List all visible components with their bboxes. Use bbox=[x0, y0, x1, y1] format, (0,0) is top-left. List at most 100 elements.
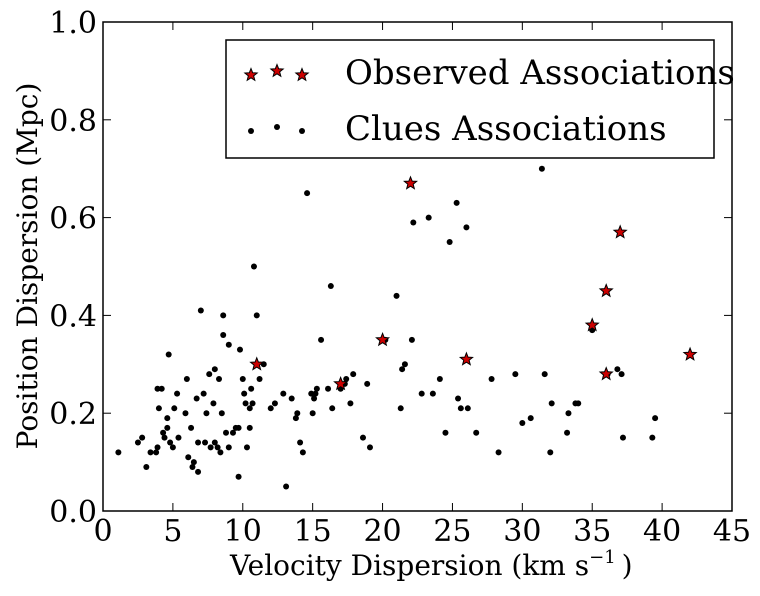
clues-point bbox=[446, 239, 453, 246]
clues-point bbox=[304, 190, 311, 197]
clues-point bbox=[217, 449, 224, 456]
clues-point bbox=[195, 468, 202, 475]
clues-point bbox=[218, 410, 225, 417]
clues-point bbox=[283, 483, 290, 490]
clues-point bbox=[495, 449, 502, 456]
clues-point bbox=[473, 429, 480, 436]
clues-point bbox=[256, 375, 263, 382]
clues-point bbox=[649, 434, 656, 441]
clues-point bbox=[312, 390, 319, 397]
clues-point bbox=[248, 385, 255, 392]
clues-point bbox=[182, 410, 189, 417]
y-tick-labels: 0.0 0.2 0.4 0.6 0.8 1.0 bbox=[49, 6, 97, 530]
clues-point bbox=[220, 331, 227, 338]
x-tick-label: 5 bbox=[163, 514, 182, 549]
clues-point bbox=[169, 444, 176, 451]
clues-point bbox=[220, 312, 227, 319]
legend-dot-marker bbox=[274, 124, 280, 130]
clues-point bbox=[253, 312, 260, 319]
clues-point bbox=[139, 434, 146, 441]
legend-star-marker bbox=[269, 63, 285, 78]
clues-point bbox=[183, 375, 190, 382]
y-axis-label: Position Dispersion (Mpc) bbox=[11, 83, 44, 450]
y-tick-label: 0.4 bbox=[49, 299, 97, 334]
clues-point bbox=[241, 390, 248, 397]
observed-point bbox=[598, 366, 614, 381]
y-tick-label: 0.8 bbox=[49, 104, 97, 139]
clues-point bbox=[519, 419, 526, 426]
clues-point bbox=[249, 400, 256, 407]
x-axis-label-main: Velocity Dispersion (km s bbox=[229, 549, 589, 582]
axis-ticks bbox=[102, 21, 733, 512]
clues-point bbox=[512, 371, 519, 378]
observed-point bbox=[612, 224, 628, 239]
clues-point bbox=[164, 415, 171, 422]
clues-point bbox=[115, 449, 122, 456]
x-tick-label: 30 bbox=[503, 514, 541, 549]
clues-point bbox=[167, 439, 174, 446]
observed-point bbox=[375, 331, 391, 347]
clues-point bbox=[161, 434, 168, 441]
legend: Observed Associations Clues Associations bbox=[225, 39, 735, 159]
clues-point bbox=[236, 346, 243, 353]
x-tick-label: 35 bbox=[573, 514, 611, 549]
x-axis-label: Velocity Dispersion (km s−1) bbox=[229, 547, 633, 582]
clues-point bbox=[188, 424, 195, 431]
clues-point bbox=[246, 405, 253, 412]
legend-star-marker bbox=[294, 67, 310, 82]
observed-point bbox=[584, 317, 600, 332]
clues-point bbox=[527, 415, 534, 422]
clues-point bbox=[203, 410, 210, 417]
clues-point bbox=[619, 434, 626, 441]
clues-point bbox=[158, 385, 165, 392]
clues-point bbox=[401, 361, 408, 368]
clues-point bbox=[418, 390, 425, 397]
clues-point bbox=[200, 390, 207, 397]
clues-point bbox=[185, 454, 192, 461]
clues-point bbox=[250, 263, 257, 270]
clues-point bbox=[343, 375, 350, 382]
legend-markers bbox=[243, 63, 310, 134]
x-axis-label-sup: −1 bbox=[589, 547, 616, 568]
x-tick-label: 15 bbox=[294, 514, 332, 549]
clues-point bbox=[225, 341, 232, 348]
clues-point bbox=[153, 449, 160, 456]
clues-point bbox=[288, 395, 295, 402]
clues-point bbox=[397, 405, 404, 412]
observed-point bbox=[598, 283, 614, 298]
clues-point bbox=[565, 410, 572, 417]
clues-point bbox=[246, 424, 253, 431]
clues-point bbox=[359, 434, 366, 441]
clues-point bbox=[147, 449, 154, 456]
clues-point bbox=[143, 463, 150, 470]
clues-point bbox=[488, 375, 495, 382]
legend-star-marker bbox=[243, 67, 259, 82]
clues-point bbox=[309, 410, 316, 417]
clues-point bbox=[318, 336, 325, 343]
clues-point bbox=[193, 395, 200, 402]
observed-point bbox=[682, 346, 698, 361]
clues-point bbox=[174, 390, 181, 397]
legend-dot-marker bbox=[299, 128, 305, 134]
x-tick-label: 25 bbox=[433, 514, 471, 549]
clues-point bbox=[453, 199, 460, 206]
clues-point bbox=[243, 444, 250, 451]
clues-point bbox=[171, 405, 178, 412]
clues-point bbox=[547, 449, 554, 456]
legend-label-observed: Observed Associations bbox=[345, 53, 735, 93]
x-tick-label: 40 bbox=[643, 514, 681, 549]
clues-point bbox=[457, 405, 464, 412]
clues-point bbox=[325, 385, 332, 392]
clues-point bbox=[652, 415, 659, 422]
clues-point bbox=[280, 390, 287, 397]
clues-point bbox=[242, 400, 249, 407]
clues-point bbox=[216, 375, 223, 382]
clues-point bbox=[229, 429, 236, 436]
clues-point bbox=[235, 473, 242, 480]
clues-point bbox=[239, 375, 246, 382]
clues-point bbox=[164, 424, 171, 431]
clues-point bbox=[564, 429, 571, 436]
clues-point bbox=[299, 449, 306, 456]
clues-point bbox=[225, 444, 232, 451]
